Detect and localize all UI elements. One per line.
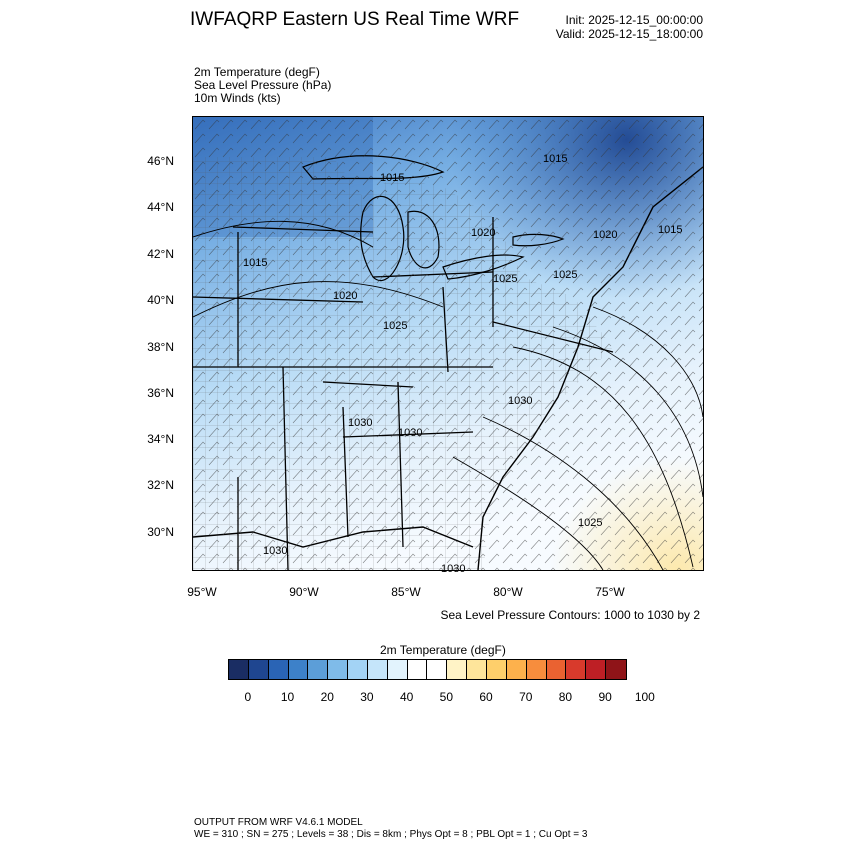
model-info-line2: WE = 310 ; SN = 275 ; Levels = 38 ; Dis … xyxy=(194,829,588,840)
pressure-contour-label: 1030 xyxy=(398,427,423,439)
pressure-contour-label: 1025 xyxy=(553,269,578,281)
page-title: IWFAQRP Eastern US Real Time WRF xyxy=(190,9,520,30)
pressure-contour-label: 1025 xyxy=(493,273,518,285)
pressure-contour-label: 1020 xyxy=(333,290,358,302)
colorbar-swatch xyxy=(308,660,329,679)
contours-note: Sea Level Pressure Contours: 1000 to 103… xyxy=(440,608,701,622)
colorbar-swatch xyxy=(328,660,349,679)
colorbar-tick-label: 80 xyxy=(558,690,573,704)
field-temperature: 2m Temperature (degF) xyxy=(194,65,320,79)
field-pressure: Sea Level Pressure (hPa) xyxy=(194,78,332,92)
pressure-contour-label: 1015 xyxy=(543,153,568,165)
colorbar-swatch xyxy=(467,660,487,679)
colorbar-tick-label: 0 xyxy=(244,690,252,704)
colorbar-swatch xyxy=(566,660,587,679)
pressure-contour-label: 1030 xyxy=(441,563,466,575)
colorbar-swatch xyxy=(427,660,448,679)
wind-barbs xyxy=(193,117,703,570)
pressure-contour-label: 1020 xyxy=(593,229,618,241)
colorbar-tick-label: 20 xyxy=(320,690,334,704)
pressure-contour-label: 1020 xyxy=(471,227,496,239)
colorbar-swatch xyxy=(546,660,567,679)
lon-label: 95°W xyxy=(187,585,217,599)
colorbar-tick-label: 30 xyxy=(360,690,374,704)
colorbar-swatch xyxy=(447,660,468,679)
pressure-contour-label: 1015 xyxy=(658,224,683,236)
weather-map: 1015 1015 1015 1015 1020 1020 1020 1025 1025 1025… xyxy=(192,116,704,575)
colorbar-swatch xyxy=(526,660,547,679)
pressure-contour-label: 1015 xyxy=(380,172,405,184)
colorbar-swatch xyxy=(268,660,289,679)
map-canvas xyxy=(192,117,704,571)
colorbar-swatch xyxy=(288,660,309,679)
init-time: Init: 2025-12-15_00:00:00 xyxy=(565,13,703,27)
colorbar-swatch xyxy=(586,660,607,679)
colorbar-swatch xyxy=(606,660,626,679)
colorbar-swatch xyxy=(348,660,368,679)
lat-label: 38°N xyxy=(147,340,174,354)
model-info-line1: OUTPUT FROM WRF V4.6.1 MODEL xyxy=(194,817,363,828)
pressure-contours xyxy=(192,220,704,571)
colorbar-swatch xyxy=(506,660,527,679)
colorbar-tick-label: 90 xyxy=(598,690,612,704)
colorbar-tick-label: 100 xyxy=(634,690,655,704)
field-winds: 10m Winds (kts) xyxy=(194,91,281,105)
pressure-contour-label: 1030 xyxy=(348,417,373,429)
pressure-contour-label: 1025 xyxy=(383,320,408,332)
colorbar-tick-label: 50 xyxy=(439,690,454,704)
lat-label: 36°N xyxy=(147,386,174,400)
colorbar-swatch xyxy=(407,660,428,679)
lat-label: 34°N xyxy=(147,432,174,446)
colorbar-title: 2m Temperature (degF) xyxy=(380,643,506,657)
colorbar-swatch xyxy=(486,660,507,679)
lat-label: 46°N xyxy=(147,154,174,168)
colorbar-tick-label: 10 xyxy=(280,690,295,704)
pressure-contour-label: 1015 xyxy=(243,257,268,269)
colorbar-tick-label: 40 xyxy=(399,690,414,704)
pressure-contour-label: 1030 xyxy=(263,545,288,557)
colorbar-swatch xyxy=(229,660,249,679)
colorbar-swatch xyxy=(367,660,388,679)
lon-label: 90°W xyxy=(289,585,319,599)
pressure-contour-label: 1030 xyxy=(508,395,533,407)
lat-label: 30°N xyxy=(147,525,174,539)
lat-label: 32°N xyxy=(147,478,174,492)
lat-label: 44°N xyxy=(147,200,174,214)
lon-label: 85°W xyxy=(391,585,421,599)
lon-label: 80°W xyxy=(493,585,523,599)
colorbar-swatch xyxy=(387,660,408,679)
colorbar-tick-label: 70 xyxy=(519,690,533,704)
lon-label: 75°W xyxy=(595,585,625,599)
colorbar-swatch xyxy=(248,660,269,679)
lat-label: 40°N xyxy=(147,293,174,307)
pressure-contour-label: 1025 xyxy=(578,517,603,529)
lat-label: 42°N xyxy=(147,247,174,261)
colorbar xyxy=(228,659,627,680)
valid-time: Valid: 2025-12-15_18:00:00 xyxy=(555,27,703,41)
colorbar-tick-label: 60 xyxy=(479,690,493,704)
